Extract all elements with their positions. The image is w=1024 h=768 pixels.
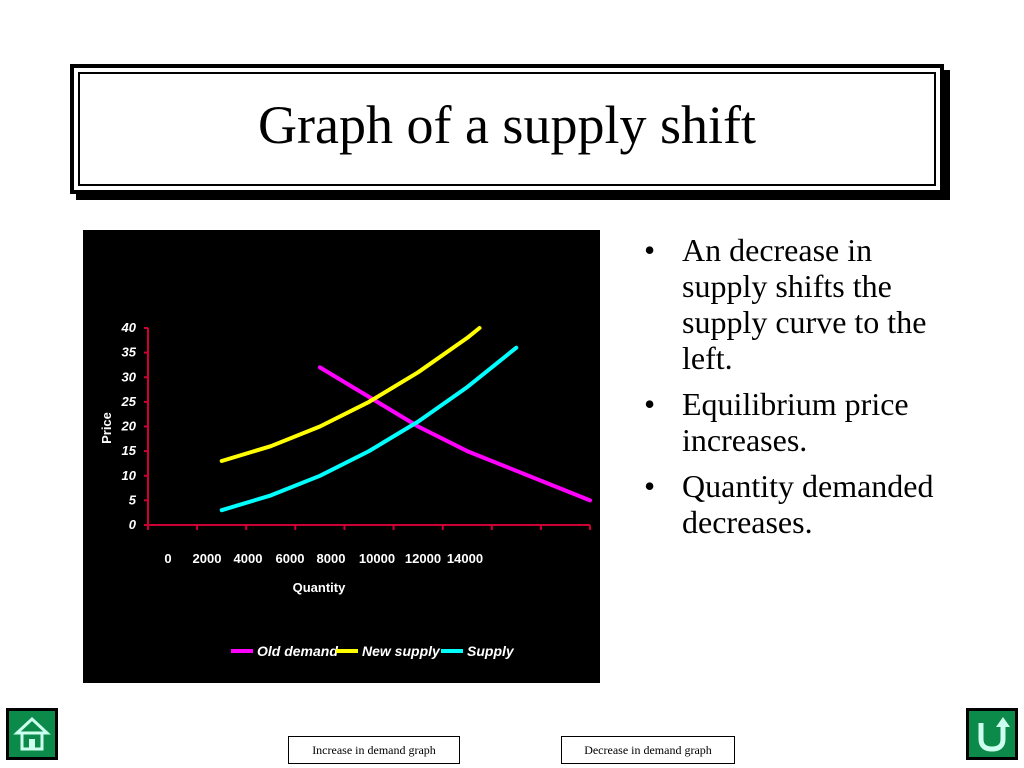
home-icon: [13, 716, 51, 751]
return-button[interactable]: [966, 708, 1018, 760]
bullet-dot: •: [644, 232, 656, 268]
bullet-list: • An decrease in supply shifts the supply…: [640, 232, 960, 550]
x-tick-label: 4000: [234, 551, 263, 566]
y-tick-label: 30: [122, 369, 137, 384]
bullet-text: An decrease in supply shifts the supply …: [682, 232, 927, 376]
x-axis-title: Quantity: [293, 580, 346, 595]
y-axis-title: Price: [99, 412, 114, 444]
bullet-item: • Quantity demanded decreases.: [640, 468, 960, 540]
bullet-item: • An decrease in supply shifts the supply…: [640, 232, 960, 376]
increase-demand-link[interactable]: Increase in demand graph: [288, 736, 460, 764]
legend-label: New supply: [362, 643, 441, 659]
y-tick-label: 0: [129, 517, 137, 532]
title-box: Graph of a supply shift: [70, 64, 944, 194]
y-tick-label: 15: [122, 443, 137, 458]
y-tick-label: 35: [122, 345, 137, 360]
bullet-text: Quantity demanded decreases.: [682, 468, 934, 540]
bullet-item: • Equilibrium price increases.: [640, 386, 960, 458]
bullet-text: Equilibrium price increases.: [682, 386, 909, 458]
x-tick-label: 10000: [359, 551, 395, 566]
bullet-dot: •: [644, 468, 656, 504]
series-line-new-supply: [219, 326, 482, 463]
x-tick-label: 14000: [447, 551, 483, 566]
slide-title: Graph of a supply shift: [258, 95, 756, 155]
x-tick-label: 8000: [317, 551, 346, 566]
y-tick-label: 25: [121, 394, 137, 409]
x-tick-label: 6000: [276, 551, 305, 566]
legend-label: Supply: [467, 643, 515, 659]
x-tick-label: 2000: [193, 551, 222, 566]
y-tick-label: 5: [129, 492, 137, 507]
x-tick-label: 12000: [405, 551, 441, 566]
decrease-demand-link[interactable]: Decrease in demand graph: [561, 736, 735, 764]
chart-panel: 0 5 10 15 20 25 30 35 40 0 2000 4000 6000 8000 10000 12…: [83, 230, 600, 683]
y-tick-label: 10: [122, 468, 137, 483]
supply-shift-chart: 0 5 10 15 20 25 30 35 40 0 2000 4000 6000 8000 10000 12…: [99, 320, 592, 659]
bullet-dot: •: [644, 386, 656, 422]
return-icon: [978, 717, 1010, 752]
series-line-supply: [219, 345, 519, 513]
series-line-old-demand: [317, 365, 592, 503]
y-tick-label: 20: [121, 419, 137, 434]
x-tick-label: 0: [164, 551, 171, 566]
legend-label: Old demand: [257, 643, 338, 659]
y-tick-label: 40: [121, 320, 137, 335]
home-button[interactable]: [6, 708, 58, 760]
